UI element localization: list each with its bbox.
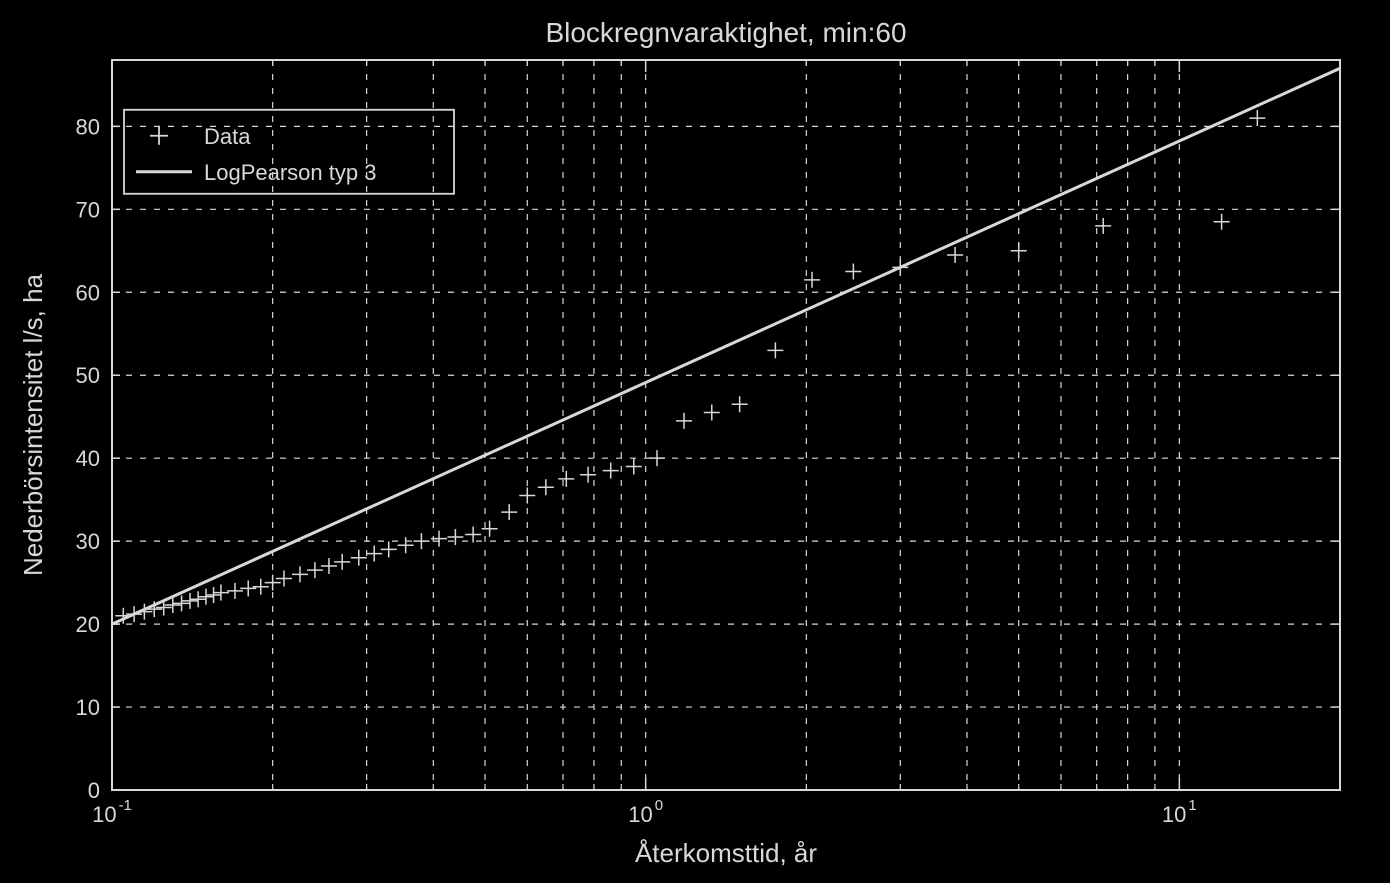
- legend-label: Data: [204, 124, 251, 149]
- y-axis-label: Nederbörsintensitet l/s, ha: [18, 273, 48, 576]
- chart-title: Blockregnvaraktighet, min:60: [545, 17, 906, 48]
- y-tick-label: 50: [76, 363, 100, 388]
- y-tick-label: 40: [76, 446, 100, 471]
- y-tick-label: 10: [76, 695, 100, 720]
- y-tick-label: 30: [76, 529, 100, 554]
- y-tick-label: 80: [76, 114, 100, 139]
- y-tick-label: 70: [76, 197, 100, 222]
- y-tick-label: 0: [88, 778, 100, 803]
- y-tick-label: 60: [76, 280, 100, 305]
- intensity-chart: 0102030405060708010-1100101Blockregnvara…: [0, 0, 1390, 883]
- y-tick-label: 20: [76, 612, 100, 637]
- legend-label: LogPearson typ 3: [204, 160, 376, 185]
- x-axis-label: Återkomsttid, år: [635, 838, 817, 868]
